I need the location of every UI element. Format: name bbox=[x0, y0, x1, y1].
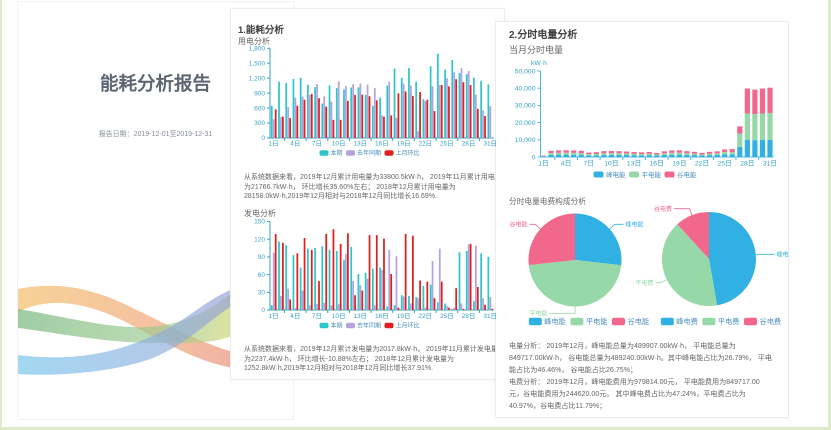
svg-text:20,000: 20,000 bbox=[515, 120, 536, 127]
svg-text:谷电费: 谷电费 bbox=[654, 205, 672, 213]
svg-text:19日: 19日 bbox=[397, 140, 411, 148]
svg-text:上月环比: 上月环比 bbox=[396, 149, 420, 157]
svg-text:25日: 25日 bbox=[440, 140, 454, 148]
svg-text:16日: 16日 bbox=[650, 159, 664, 167]
svg-text:1日: 1日 bbox=[538, 159, 549, 167]
svg-text:1日: 1日 bbox=[269, 312, 279, 320]
svg-text:4日: 4日 bbox=[561, 159, 572, 167]
svg-text:900: 900 bbox=[254, 90, 265, 97]
svg-text:4日: 4日 bbox=[290, 140, 300, 148]
svg-text:1日: 1日 bbox=[269, 140, 279, 148]
svg-text:25日: 25日 bbox=[440, 312, 454, 320]
svg-text:10日: 10日 bbox=[332, 312, 346, 320]
svg-text:28日: 28日 bbox=[740, 159, 754, 167]
svg-text:50,000: 50,000 bbox=[515, 68, 536, 75]
svg-text:40,000: 40,000 bbox=[515, 86, 536, 93]
svg-text:峰电能: 峰电能 bbox=[544, 317, 566, 326]
svg-text:31日: 31日 bbox=[483, 140, 497, 148]
svg-text:kW·h: kW·h bbox=[531, 60, 547, 67]
svg-text:7日: 7日 bbox=[312, 140, 322, 148]
svg-text:16日: 16日 bbox=[375, 312, 389, 320]
svg-text:22日: 22日 bbox=[418, 312, 432, 320]
svg-text:谷电能: 谷电能 bbox=[628, 317, 650, 326]
svg-text:峰电能: 峰电能 bbox=[626, 220, 644, 228]
svg-text:去年同期: 去年同期 bbox=[357, 322, 381, 330]
svg-text:峰电费: 峰电费 bbox=[676, 317, 698, 326]
svg-text:13日: 13日 bbox=[627, 159, 641, 167]
svg-text:300: 300 bbox=[254, 120, 265, 127]
svg-text:10日: 10日 bbox=[604, 159, 618, 167]
svg-text:13日: 13日 bbox=[353, 312, 367, 320]
svg-text:22日: 22日 bbox=[695, 159, 709, 167]
svg-text:120: 120 bbox=[254, 236, 265, 243]
svg-text:0: 0 bbox=[261, 135, 265, 142]
svg-text:28日: 28日 bbox=[462, 312, 476, 320]
svg-text:平电能: 平电能 bbox=[642, 170, 662, 179]
svg-text:谷电能: 谷电能 bbox=[509, 220, 527, 228]
svg-text:0: 0 bbox=[261, 307, 265, 314]
svg-text:1,200: 1,200 bbox=[249, 75, 266, 82]
svg-text:上月环比: 上月环比 bbox=[396, 322, 420, 330]
svg-text:7日: 7日 bbox=[312, 312, 322, 320]
svg-text:10,000: 10,000 bbox=[515, 137, 536, 144]
svg-text:峰电费: 峰电费 bbox=[777, 250, 790, 258]
svg-text:本期: 本期 bbox=[331, 149, 343, 157]
svg-text:60: 60 bbox=[258, 272, 266, 279]
svg-text:10日: 10日 bbox=[332, 140, 346, 148]
svg-text:峰电能: 峰电能 bbox=[606, 170, 626, 179]
svg-text:0: 0 bbox=[532, 154, 536, 161]
svg-text:90: 90 bbox=[258, 254, 266, 261]
svg-text:谷电费: 谷电费 bbox=[760, 317, 782, 326]
svg-text:平电能: 平电能 bbox=[529, 310, 547, 318]
svg-text:平电费: 平电费 bbox=[635, 279, 653, 287]
svg-text:16日: 16日 bbox=[375, 140, 389, 148]
svg-text:本期: 本期 bbox=[331, 322, 343, 330]
svg-text:150: 150 bbox=[254, 219, 265, 226]
svg-text:平电费: 平电费 bbox=[718, 317, 740, 326]
svg-text:去年同期: 去年同期 bbox=[357, 149, 381, 157]
svg-text:13日: 13日 bbox=[353, 140, 367, 148]
svg-text:28日: 28日 bbox=[462, 140, 476, 148]
svg-text:25日: 25日 bbox=[718, 159, 732, 167]
svg-text:19日: 19日 bbox=[397, 312, 411, 320]
svg-text:19日: 19日 bbox=[672, 159, 686, 167]
svg-text:30: 30 bbox=[258, 290, 266, 297]
svg-text:30,000: 30,000 bbox=[515, 103, 536, 110]
svg-text:平电能: 平电能 bbox=[586, 317, 608, 326]
svg-text:1,800: 1,800 bbox=[249, 46, 266, 53]
svg-text:4日: 4日 bbox=[290, 312, 300, 320]
svg-text:31日: 31日 bbox=[483, 312, 497, 320]
svg-text:谷电能: 谷电能 bbox=[677, 170, 697, 179]
svg-text:1,500: 1,500 bbox=[249, 60, 266, 67]
svg-text:7日: 7日 bbox=[584, 159, 595, 167]
svg-text:22日: 22日 bbox=[418, 140, 432, 148]
svg-text:31日: 31日 bbox=[763, 159, 777, 167]
svg-text:600: 600 bbox=[254, 105, 265, 112]
